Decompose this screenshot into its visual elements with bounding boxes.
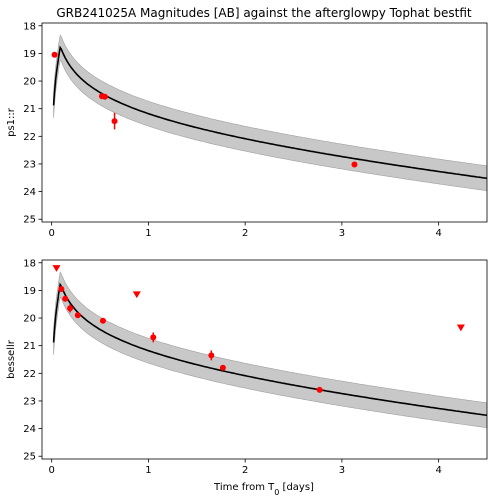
data-point [74,312,81,319]
y-tick-label: 25 [23,215,36,226]
upper-limit-marker [52,265,61,272]
y-axis-title: bessellr [6,339,17,379]
y-tick-label: 18 [23,258,36,269]
data-point [111,118,118,125]
x-tick-label: 4 [435,228,441,239]
y-tick-label: 20 [23,314,36,325]
data-point [351,161,358,168]
x-tick-label: 0 [48,228,54,239]
x-tick-label: 0 [48,465,54,476]
y-tick-label: 20 [23,77,36,88]
y-tick-label: 21 [23,104,36,115]
x-axis-title-sub: 0 [274,488,279,497]
svg-text:Time from T0 [days]: Time from T0 [days] [213,482,314,497]
model-uncertainty-band [53,271,487,429]
x-tick-label: 1 [145,228,151,239]
upper-limit-marker [132,291,141,299]
plot-frame [41,259,488,460]
y-tick-label: 23 [23,396,36,407]
y-tick-label: 18 [23,21,36,32]
data-point [101,93,108,100]
data-point [67,305,74,312]
data-point [316,386,323,393]
x-axis-title-suffix: [days] [279,482,314,493]
data-point [58,286,65,293]
data-point [219,364,226,371]
y-tick-label: 23 [23,159,36,170]
data-point [99,317,106,324]
data-point [150,334,157,341]
y-tick-label: 22 [23,369,36,380]
x-tick-label: 1 [145,465,151,476]
model-bestfit-line [52,45,487,180]
y-tick-label: 21 [23,341,36,352]
x-tick-label: 3 [339,228,345,239]
figure-title: GRB241025A Magnitudes [AB] against the a… [56,6,472,20]
data-point [62,295,69,302]
y-tick-label: 25 [23,452,36,463]
y-tick-label: 19 [23,286,36,297]
upper-limit-marker [456,324,465,332]
x-tick-label: 3 [339,465,345,476]
y-axis-title: ps1::r [6,107,17,137]
y-tick-label: 22 [23,132,36,143]
x-tick-label: 4 [435,465,441,476]
plot-frame [41,22,488,223]
y-tick-label: 19 [23,49,36,60]
model-bestfit-line [52,282,487,417]
x-tick-label: 2 [242,465,248,476]
data-point [51,51,58,58]
data-point [208,352,215,359]
x-axis-title: Time from T0 [days] [213,482,314,497]
y-tick-label: 24 [23,187,36,198]
x-tick-label: 2 [242,228,248,239]
x-axis-title-prefix: Time from T [213,482,275,493]
y-tick-label: 24 [23,424,36,435]
model-uncertainty-band [53,34,487,192]
